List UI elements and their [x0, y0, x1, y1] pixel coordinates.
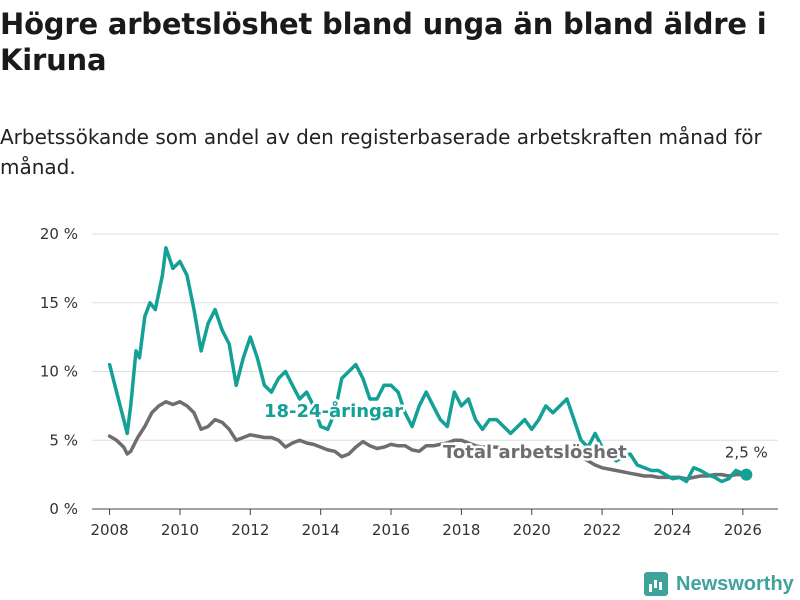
x-tick-label: 2018: [442, 521, 480, 539]
y-tick-label: 10 %: [40, 363, 78, 381]
x-tick-label: 2022: [583, 521, 621, 539]
y-tick-label: 0 %: [49, 500, 78, 518]
chart-title: Högre arbetslöshet bland unga än bland ä…: [0, 7, 767, 77]
x-tick-label: 2024: [653, 521, 691, 539]
brand-name: Newsworthy: [676, 572, 794, 595]
gridlines: [92, 233, 778, 441]
line-chart: 0 %5 %10 %15 %20 % 2008 2010 2012 2014 2016 2…: [40, 225, 778, 539]
x-tick-label: 2012: [231, 521, 269, 539]
series-label-total: Total arbetslöshet: [443, 442, 627, 463]
x-tick-label: 2020: [513, 521, 551, 539]
x-axis-ticks: 2008 2010 2012 2014 2016 2018 2020 2022 2024 2026: [90, 509, 762, 539]
series-lines: [107, 246, 753, 484]
bar-chart-icon: [644, 572, 668, 596]
series-line-youth: [107, 246, 749, 484]
x-tick-label: 2010: [161, 521, 199, 539]
chart-subtitle: Arbetssökande som andel av den registerb…: [0, 125, 762, 179]
x-tick-label: 2008: [90, 521, 128, 539]
series-labels: 2,5 % 18-24-åringar Total arbetslöshet: [262, 398, 768, 466]
y-tick-label: 15 %: [40, 294, 78, 312]
x-tick-label: 2014: [302, 521, 340, 539]
y-tick-label: 5 %: [49, 431, 78, 449]
y-axis-tick-labels: 0 % 5 % 10 % 15 % 20 %: [40, 225, 78, 518]
series-line-total: [107, 400, 749, 481]
newsworthy-logo: Newsworthy: [644, 568, 794, 600]
series-label-youth: 18-24-åringar: [264, 400, 403, 422]
x-tick-label: 2016: [372, 521, 410, 539]
x-tick-label: 2026: [724, 521, 762, 539]
end-point-marker: [740, 468, 753, 481]
end-value-label: 2,5 %: [725, 444, 768, 462]
y-tick-label: 20 %: [40, 225, 78, 243]
